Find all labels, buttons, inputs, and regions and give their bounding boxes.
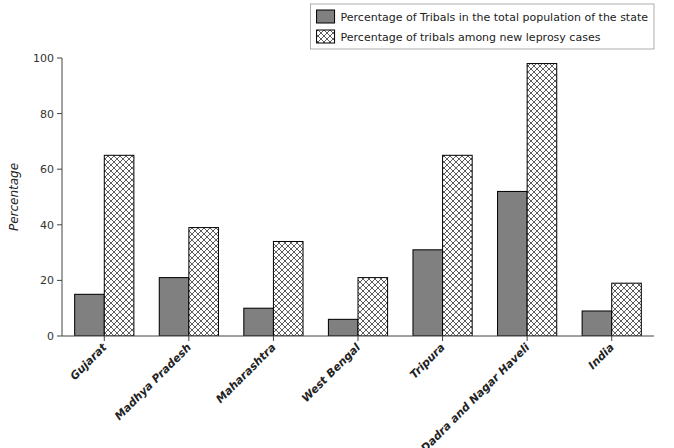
bar	[273, 241, 303, 336]
x-tick	[273, 336, 274, 341]
y-tick-label: 60	[40, 163, 54, 176]
bar-group	[413, 250, 443, 336]
bar	[498, 191, 528, 336]
y-tick-label: 80	[40, 108, 54, 121]
bar	[358, 278, 388, 336]
x-tick	[358, 336, 359, 341]
y-tick-label: 20	[40, 274, 54, 287]
x-tick-label: West Bengal	[299, 341, 363, 405]
bars	[75, 64, 642, 336]
bar	[328, 319, 358, 336]
legend-frame	[311, 4, 654, 49]
x-tick-label: Madhya Pradesh	[112, 341, 194, 423]
bar	[612, 283, 642, 336]
legend-swatch-fill	[317, 30, 335, 43]
bar-group	[189, 228, 219, 336]
bar	[413, 250, 443, 336]
bar-fill	[159, 278, 189, 336]
y-tick	[57, 336, 62, 337]
x-tick-label: India	[586, 341, 617, 372]
bar-group	[159, 278, 189, 336]
bar-fill	[358, 278, 388, 336]
bar-fill	[527, 64, 557, 336]
bar-fill	[582, 311, 612, 336]
x-tick	[611, 336, 612, 341]
bar-fill	[75, 294, 105, 336]
bar-group	[328, 319, 358, 336]
bar-fill	[498, 191, 528, 336]
bar	[582, 311, 612, 336]
y-tick	[57, 280, 62, 281]
bar-fill	[189, 228, 219, 336]
y-tick-label: 100	[33, 52, 54, 65]
bar-group	[612, 283, 642, 336]
bar-group	[443, 155, 473, 336]
bar-fill	[273, 241, 303, 336]
y-axis: 0 20 40 60 80 100	[33, 52, 62, 343]
chart-container: 0 20 40 60 80 100 Percentage GujaratMadhya Prad…	[0, 0, 674, 448]
x-tick-label: Maharashtra	[214, 341, 279, 406]
chart-svg: 0 20 40 60 80 100 Percentage GujaratMadhya Prad…	[0, 0, 674, 448]
legend: Percentage of Tribals in the total popul…	[311, 4, 654, 49]
bar	[189, 228, 219, 336]
bar	[443, 155, 473, 336]
bar-group	[104, 155, 134, 336]
bar-group	[582, 311, 612, 336]
bar	[527, 64, 557, 336]
y-tick-label: 40	[40, 219, 54, 232]
bar-group	[527, 64, 557, 336]
bar-fill	[244, 308, 274, 336]
bar-group	[75, 294, 105, 336]
bar-group	[244, 308, 274, 336]
legend-swatch	[317, 30, 335, 43]
legend-swatch	[317, 10, 335, 23]
x-tick-label: Dadra and Nagar Haveli	[418, 341, 532, 448]
x-tick	[104, 336, 105, 341]
x-tick-label: Gujarat	[68, 340, 110, 382]
bar-fill	[443, 155, 473, 336]
y-axis-line	[62, 58, 63, 336]
bar-group	[498, 191, 528, 336]
bar-fill	[328, 319, 358, 336]
y-tick	[57, 169, 62, 170]
bar	[159, 278, 189, 336]
bar-fill	[104, 155, 134, 336]
y-tick	[57, 113, 62, 114]
bar	[75, 294, 105, 336]
legend-label: Percentage of Tribals in the total popul…	[341, 11, 649, 24]
legend-label: Percentage of tribals among new leprosy …	[341, 31, 601, 44]
x-tick	[527, 336, 528, 341]
y-tick	[57, 224, 62, 225]
bar	[104, 155, 134, 336]
x-tick	[442, 336, 443, 341]
bar-fill	[413, 250, 443, 336]
bar-group	[358, 278, 388, 336]
legend-swatch-fill	[317, 10, 335, 23]
x-axis: GujaratMadhya Pradesh Maharashtra West Ben…	[62, 336, 654, 448]
y-axis-label: Percentage	[7, 163, 21, 231]
bar-group	[273, 241, 303, 336]
x-tick	[188, 336, 189, 341]
bar	[244, 308, 274, 336]
y-tick	[57, 58, 62, 59]
bar-fill	[612, 283, 642, 336]
x-tick-label: Tripura	[407, 341, 447, 381]
y-tick-label: 0	[47, 330, 54, 343]
